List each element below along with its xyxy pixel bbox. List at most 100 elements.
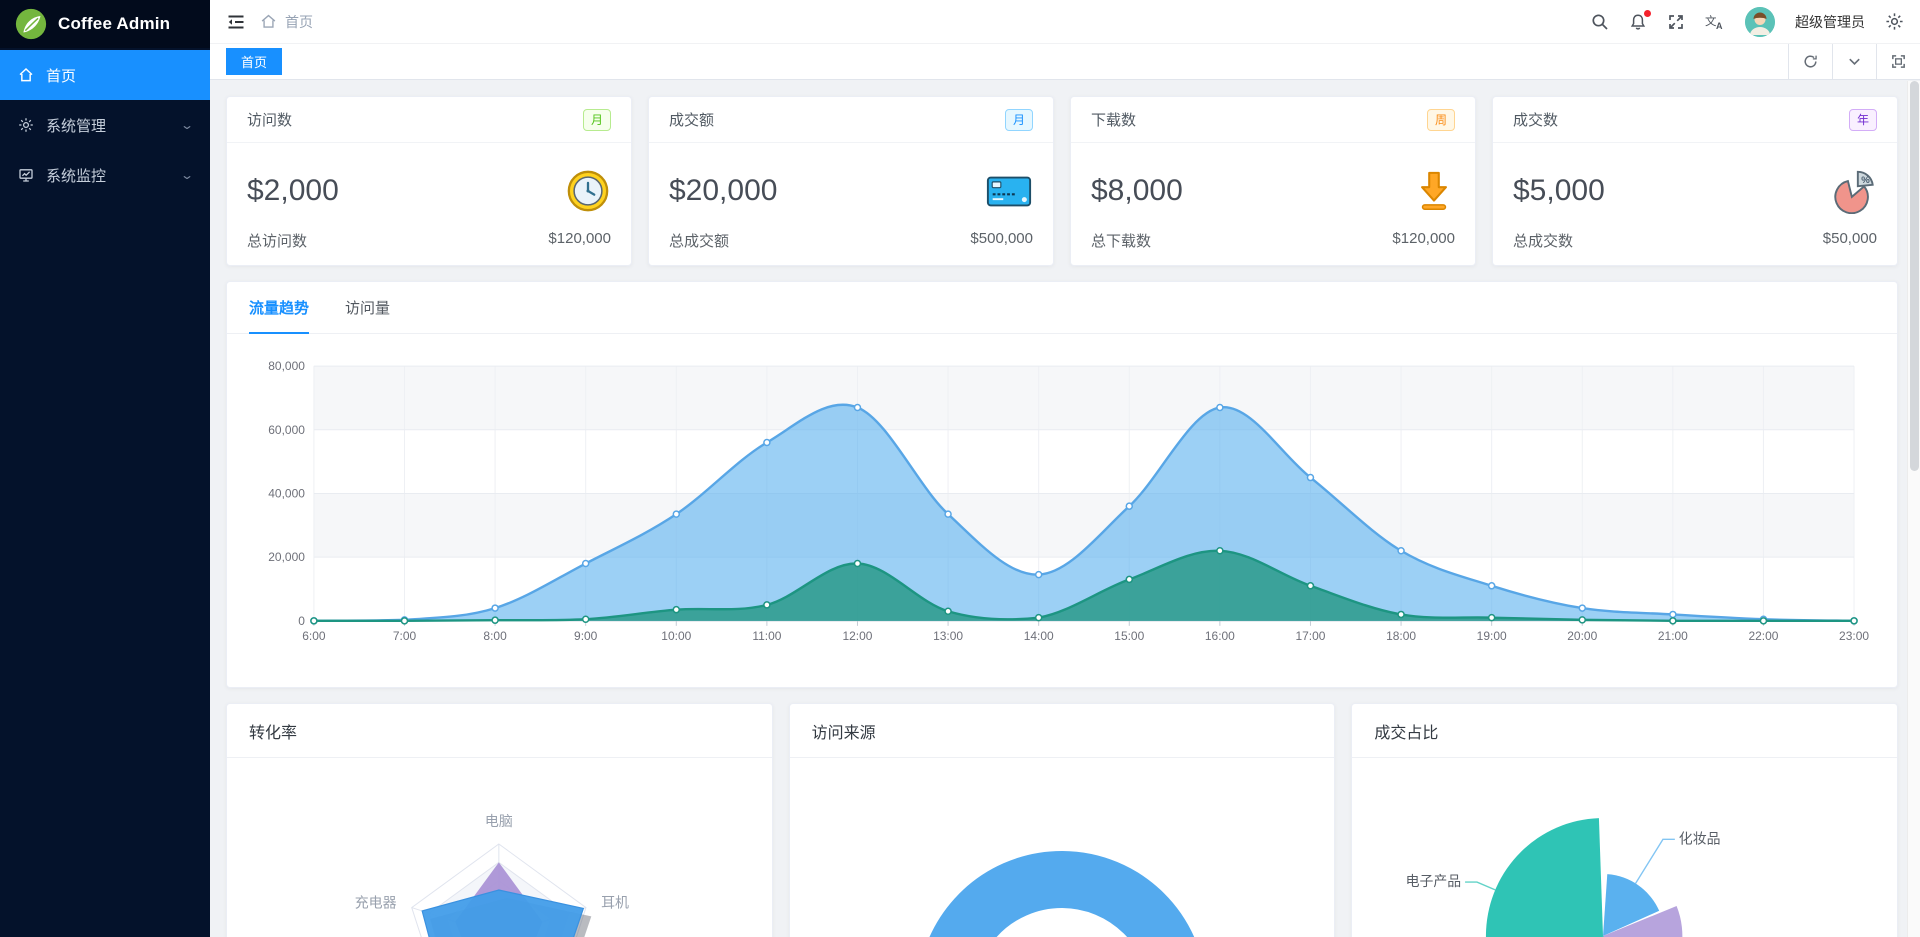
breadcrumb-home-label[interactable]: 首页: [285, 13, 313, 30]
stat-foot-label: 总成交额: [669, 233, 730, 250]
clock-icon: [565, 168, 611, 214]
pie-icon: %: [1831, 168, 1877, 214]
main-area: 首页: [210, 0, 1920, 937]
svg-text:11:00: 11:00: [752, 629, 781, 643]
vertical-scrollbar[interactable]: [1907, 81, 1920, 937]
sidebar-item-0[interactable]: 首页: [0, 50, 210, 100]
svg-text:9:00: 9:00: [574, 629, 598, 643]
page-content: 访问数 月 $2,000 总访问数 $120,000 成交额 月 $20,000 总成交额 $50…: [210, 80, 1920, 937]
visit-source-donut-chart: [930, 851, 1194, 937]
chevron-down-icon[interactable]: [1832, 44, 1876, 79]
username-label[interactable]: 超级管理员: [1795, 13, 1865, 30]
settings-gear-icon[interactable]: [1885, 12, 1904, 31]
sidebar-collapse-icon[interactable]: [226, 12, 246, 32]
svg-text:0: 0: [298, 614, 305, 628]
card-title: 访问来源: [789, 704, 1335, 758]
top-header: 首页: [210, 0, 1920, 44]
stat-foot-value: $50,000: [1822, 230, 1877, 247]
svg-text:23:00: 23:00: [1839, 629, 1869, 643]
svg-text:40,000: 40,000: [268, 486, 305, 500]
stat-card-3: 成交数 年 $5,000% 总成交数 $50,000: [1492, 96, 1898, 266]
bottom-cards-row: 转化率 电脑 耳机 充电器 访问来源 成交占比 化妆品 电子产品: [226, 703, 1899, 937]
avatar[interactable]: [1745, 6, 1775, 37]
svg-text:6:00: 6:00: [302, 629, 326, 643]
chevron-down-icon: ⌄: [179, 118, 195, 132]
sidebar-item-label: 首页: [46, 67, 77, 85]
trend-tab-0[interactable]: 流量趋势: [249, 282, 310, 334]
area-chart-wrap: 6:00 7:00 8:00 9:00 10:00 11:00 12:00 13:00 14:0…: [227, 334, 1897, 680]
svg-text:耳机: 耳机: [601, 895, 629, 911]
app-title: Coffee Admin: [58, 14, 171, 33]
tab-bar: 首页: [210, 44, 1920, 80]
stat-foot-value: $120,000: [548, 230, 611, 247]
conversion-rate-card: 转化率 电脑耳机 充电器: [226, 703, 773, 937]
period-badge: 月: [582, 108, 611, 131]
svg-text:充电器: 充电器: [355, 895, 397, 911]
deal-share-card: 成交占比 化妆品 电子产品: [1351, 703, 1899, 937]
svg-text:化妆品: 化妆品: [1679, 830, 1721, 846]
trend-tab-1[interactable]: 访问量: [345, 299, 391, 317]
svg-text:22:00: 22:00: [1748, 629, 1778, 643]
svg-text:60,000: 60,000: [268, 423, 305, 437]
svg-text:20,000: 20,000: [268, 550, 305, 564]
svg-text:电脑: 电脑: [485, 813, 513, 829]
coffee-admin-logo-icon: [14, 7, 48, 41]
traffic-trend-card: 流量趋势 访问量 6:00 7:00 8:00 9:00 10:00 11:00 12:00 1…: [226, 281, 1898, 688]
stat-foot-label: 总访问数: [247, 233, 308, 250]
fullscreen-icon[interactable]: [1667, 13, 1685, 31]
stat-value: $5,000: [1513, 173, 1605, 207]
breadcrumb: 首页: [260, 12, 313, 32]
traffic-area-chart: 6:00 7:00 8:00 9:00 10:00 11:00 12:00 13:00 14:0…: [268, 359, 1869, 643]
stat-card-title: 成交数: [1513, 112, 1559, 129]
svg-text:15:00: 15:00: [1114, 629, 1144, 643]
stat-card-title: 访问数: [247, 112, 293, 129]
stat-cards-row: 访问数 月 $2,000 总访问数 $120,000 成交额 月 $20,000 总成交额 $50…: [226, 96, 1898, 266]
stat-card-title: 下载数: [1091, 112, 1137, 129]
notification-badge-dot: [1644, 9, 1651, 17]
trend-tabs: 流量趋势 访问量: [227, 282, 1897, 334]
sidebar-item-2[interactable]: 系统监控 ⌄: [0, 150, 210, 200]
home-icon: [18, 67, 34, 83]
svg-text:19:00: 19:00: [1477, 629, 1507, 643]
sidebar-item-label: 系统监控: [46, 167, 107, 185]
svg-text:12:00: 12:00: [842, 629, 872, 643]
scrollbar-thumb[interactable]: [1910, 81, 1919, 471]
sidebar-item-label: 系统管理: [46, 117, 107, 135]
svg-text:20:00: 20:00: [1567, 629, 1597, 643]
header-toolbar: 文 A 超级管理员: [1591, 6, 1904, 37]
stat-foot-label: 总成交数: [1513, 233, 1574, 250]
chevron-down-icon: ⌄: [179, 168, 195, 182]
home-icon[interactable]: [260, 13, 277, 30]
sidebar-item-1[interactable]: 系统管理 ⌄: [0, 100, 210, 150]
svg-text:7:00: 7:00: [393, 629, 417, 643]
svg-text:10:00: 10:00: [661, 629, 691, 643]
translate-icon[interactable]: 文 A: [1705, 13, 1725, 31]
tab-home[interactable]: 首页: [226, 48, 283, 75]
stat-card-1: 成交额 月 $20,000 总成交额 $500,000: [648, 96, 1054, 266]
svg-text:A: A: [1716, 21, 1723, 31]
svg-text:电子产品: 电子产品: [1406, 873, 1462, 889]
maximize-icon[interactable]: [1876, 44, 1920, 79]
search-icon[interactable]: [1591, 13, 1609, 31]
notification-bell-icon[interactable]: [1629, 9, 1651, 31]
monitor-icon: [18, 167, 34, 183]
svg-text:21:00: 21:00: [1658, 629, 1688, 643]
logo-bar: Coffee Admin: [0, 0, 210, 48]
refresh-icon[interactable]: [1788, 44, 1832, 79]
svg-text:18:00: 18:00: [1386, 629, 1416, 643]
stat-card-0: 访问数 月 $2,000 总访问数 $120,000: [226, 96, 632, 266]
period-badge: 周: [1426, 108, 1455, 131]
download-icon: [1413, 168, 1455, 214]
svg-text:8:00: 8:00: [483, 629, 507, 643]
card-title: 转化率: [227, 704, 772, 758]
stat-foot-value: $120,000: [1392, 230, 1455, 247]
tab-actions: [1788, 44, 1920, 79]
svg-text:文: 文: [1705, 14, 1717, 28]
svg-text:80,000: 80,000: [268, 359, 305, 373]
period-badge: 年: [1848, 108, 1877, 131]
svg-text:13:00: 13:00: [933, 629, 963, 643]
gear-icon: [18, 117, 34, 133]
svg-text:14:00: 14:00: [1024, 629, 1054, 643]
svg-text:17:00: 17:00: [1295, 629, 1325, 643]
